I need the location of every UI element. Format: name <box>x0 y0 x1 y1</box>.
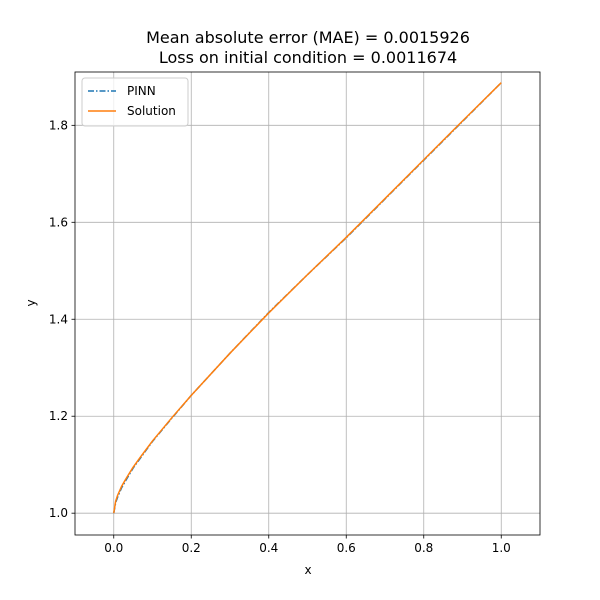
legend: PINN Solution <box>81 77 189 127</box>
x-tick-label: 0.8 <box>414 541 433 555</box>
x-tick-label: 0.2 <box>182 541 201 555</box>
plot-lines <box>113 82 502 514</box>
legend-label-pinn: PINN <box>127 84 156 98</box>
y-tick-label: 1.0 <box>49 506 68 520</box>
y-tick-label: 1.6 <box>49 215 68 229</box>
legend-label-solution: Solution <box>127 104 176 118</box>
x-tick-label: 1.0 <box>492 541 511 555</box>
y-tick-label: 1.2 <box>49 409 68 423</box>
ticks: 0.0 0.2 0.4 0.6 0.8 1.0 1.0 1.2 1.4 1.6 1.8 <box>49 118 511 555</box>
chart-title-line-2: Loss on initial condition = 0.0011674 <box>159 48 457 67</box>
axes-frame <box>74 71 541 536</box>
x-axis-label: x <box>304 563 311 577</box>
y-axis-label: y <box>24 299 38 306</box>
x-tick-label: 0.0 <box>104 541 123 555</box>
x-tick-label: 0.6 <box>337 541 356 555</box>
y-tick-label: 1.4 <box>49 312 68 326</box>
grid <box>75 72 540 535</box>
chart-title-line-1: Mean absolute error (MAE) = 0.0015926 <box>146 28 470 47</box>
legend-box <box>81 77 189 127</box>
x-tick-label: 0.4 <box>259 541 278 555</box>
series-line-solution <box>113 82 502 514</box>
y-tick-label: 1.8 <box>49 118 68 132</box>
plot-frame <box>74 71 541 536</box>
